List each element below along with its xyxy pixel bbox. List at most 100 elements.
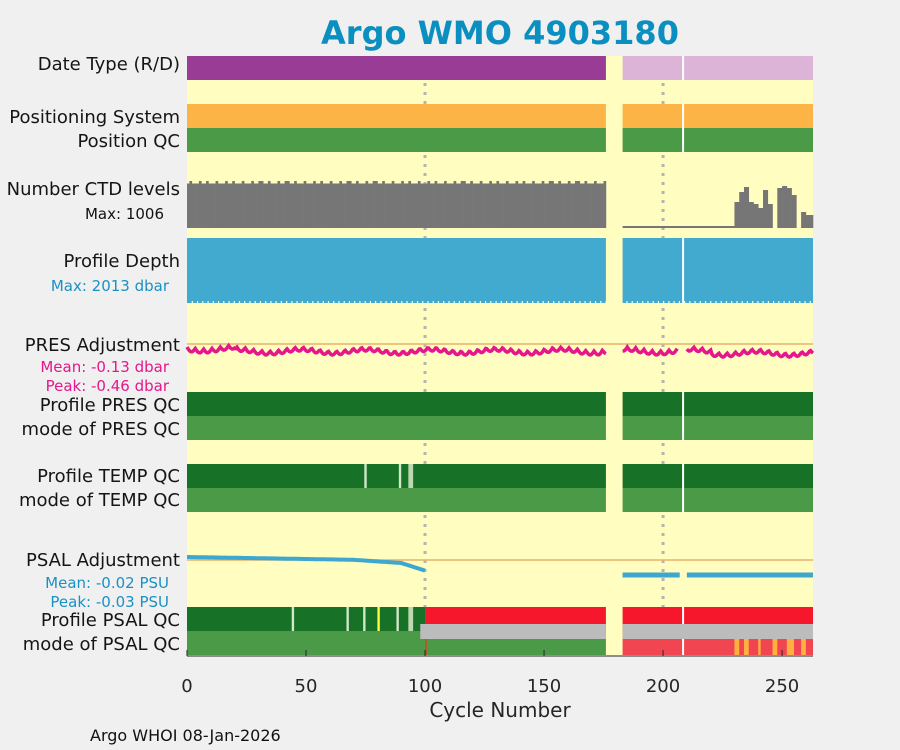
depth-notch (191, 301, 193, 303)
ctd-level-bar-114 (458, 183, 462, 228)
ctd-level-bar-176 (622, 226, 626, 228)
ctd-level-bar-47 (298, 183, 302, 228)
ctd-level-bar-154 (553, 183, 557, 228)
depth-notch (788, 301, 790, 303)
depth-notch (657, 301, 660, 303)
depth-notch (773, 301, 775, 303)
ctd-level-bar-22 (239, 183, 243, 228)
depth-notch (369, 301, 372, 303)
depth-notch (804, 301, 806, 303)
depth-notch (574, 301, 576, 303)
ctd-level-bar-232 (777, 188, 783, 228)
data-gap-column (607, 56, 622, 656)
depth-notch (458, 301, 461, 303)
gap-marker-9 (682, 631, 685, 655)
psal-mode-tick-0 (734, 639, 740, 655)
ctd-level-bar-9 (208, 183, 212, 228)
ctd-level-bar-39 (279, 183, 283, 228)
depth-notch (416, 301, 419, 303)
row-label-4: Profile Depth (63, 251, 180, 272)
gap-marker-6 (682, 464, 685, 488)
depth-notch (270, 301, 272, 303)
ctd-level-bar-96 (415, 183, 419, 228)
ctd-level-bar-45 (294, 181, 297, 228)
ctd-level-bar-124 (482, 183, 485, 228)
depth-notch (542, 301, 544, 303)
depth-notch (479, 301, 481, 303)
bar-segment-11-0 (187, 607, 426, 631)
row-sublabel-4: Max: 2013 dbar (51, 277, 170, 295)
ctd-level-bar-0 (187, 183, 190, 228)
depth-notch (401, 301, 403, 303)
ctd-level-bar-129 (494, 183, 497, 228)
ctd-level-bar-152 (548, 181, 552, 228)
ctd-level-bar-166 (582, 183, 585, 228)
ctd-level-bar-20 (234, 183, 238, 228)
row-label-5: PRES Adjustment (25, 335, 180, 356)
ctd-level-bar-177 (624, 226, 628, 228)
ctd-level-bar-188 (651, 226, 654, 228)
ctd-level-bar-43 (289, 183, 293, 228)
ctd-level-bar-197 (672, 226, 676, 228)
ctd-level-bar-136 (510, 183, 514, 228)
temp-qc-tick-2 (408, 464, 414, 488)
ctd-level-bar-28 (253, 183, 257, 228)
ctd-level-bar-48 (301, 183, 304, 228)
ctd-level-bar-65 (341, 183, 345, 228)
depth-notch (343, 301, 345, 303)
x-tick-label-1: 50 (295, 676, 318, 697)
ctd-level-bar-113 (455, 183, 459, 228)
ctd-level-bar-158 (563, 183, 566, 228)
depth-notch (694, 301, 696, 303)
bar-segment-4-0 (187, 238, 606, 303)
ctd-level-bar-135 (508, 183, 512, 228)
ctd-level-bar-214 (713, 226, 716, 228)
depth-notch (563, 301, 565, 303)
x-tick-label-3: 150 (527, 676, 561, 697)
row-sublabel-5-0: Mean: -0.13 dbar (40, 358, 170, 376)
depth-notch (469, 301, 471, 303)
ctd-level-bar-120 (472, 183, 476, 228)
depth-notch (663, 301, 665, 303)
bar-segment-1-0 (187, 104, 606, 128)
depth-notch (778, 301, 780, 303)
bar-segment-7-0 (187, 416, 606, 440)
ctd-level-bar-38 (277, 181, 281, 228)
ctd-level-bar-27 (251, 181, 254, 228)
depth-notch (746, 301, 749, 303)
ctd-level-bar-50 (306, 183, 309, 228)
bar-segment-2-0 (187, 128, 606, 152)
depth-notch (793, 301, 796, 303)
ctd-level-bar-86 (391, 181, 395, 228)
depth-notch (537, 301, 539, 303)
ctd-level-bar-184 (641, 226, 645, 228)
depth-notch (558, 301, 560, 303)
ctd-level-bar-125 (484, 183, 488, 228)
depth-notch (521, 301, 523, 303)
ctd-level-bar-222 (732, 226, 735, 228)
ctd-level-bar-103 (432, 183, 435, 228)
ctd-level-bar-87 (394, 183, 397, 228)
ctd-level-bar-58 (325, 183, 328, 228)
plot-background (187, 56, 813, 656)
bar-segment-7-1 (622, 416, 813, 440)
row-sublabel-10-0: Mean: -0.02 PSU (45, 574, 169, 592)
depth-notch (500, 301, 502, 303)
ctd-level-bar-106 (439, 183, 442, 228)
depth-notch (589, 301, 591, 303)
depth-notch (605, 301, 607, 303)
depth-notch (233, 301, 235, 303)
ctd-level-bar-75 (365, 181, 369, 228)
ctd-level-bar-40 (282, 183, 285, 228)
ctd-level-bar-143 (527, 183, 531, 228)
ctd-level-bar-155 (555, 183, 559, 228)
row-label-9: mode of TEMP QC (19, 490, 180, 511)
ctd-level-bar-133 (503, 183, 507, 228)
row-label-11: Profile PSAL QC (41, 610, 180, 631)
ctd-level-bar-59 (327, 183, 331, 228)
depth-notch (322, 301, 324, 303)
ctd-level-bar-139 (517, 183, 521, 228)
ctd-level-bar-4 (196, 183, 200, 228)
depth-notch (196, 301, 199, 303)
ctd-level-bar-77 (370, 183, 373, 228)
